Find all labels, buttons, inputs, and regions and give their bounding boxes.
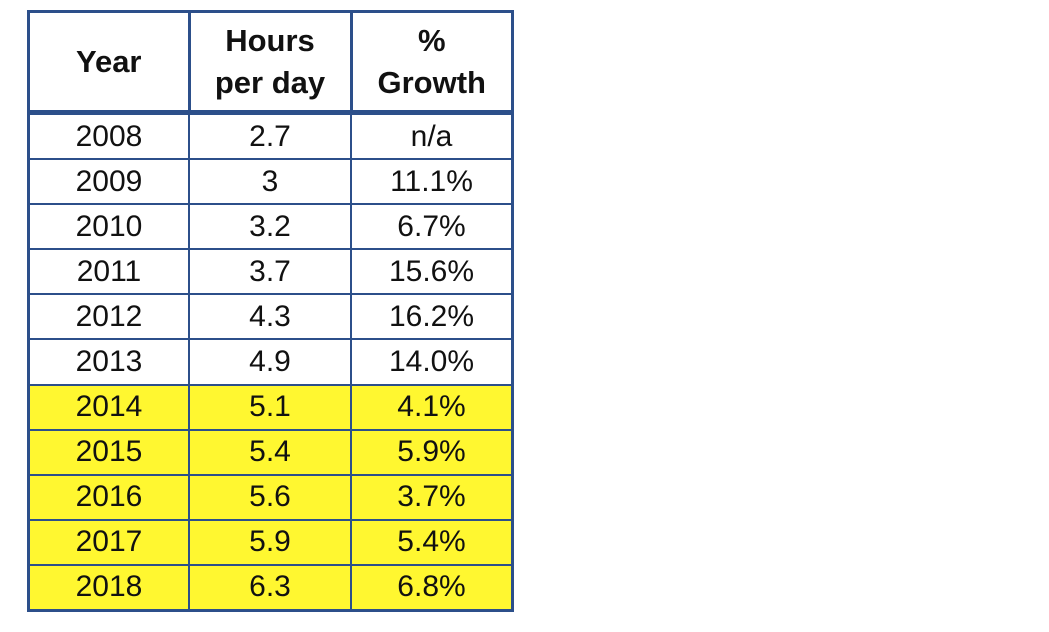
header-year: Year — [30, 13, 189, 115]
growth-cell: 5.4% — [350, 518, 511, 565]
year-cell: 2013 — [30, 338, 189, 385]
table-row: 2013 4.9 14.0% — [30, 338, 511, 385]
header-growth-label-line1: % — [417, 22, 446, 58]
hours-per-day-cell: 5.9 — [188, 518, 351, 565]
table-row: 2009 3 11.1% — [30, 158, 511, 205]
table-row: 2017 5.9 5.4% — [30, 518, 511, 565]
hours-per-day-cell: 3 — [188, 158, 351, 205]
table-row: 2012 4.3 16.2% — [30, 293, 511, 340]
table-row: 2015 5.4 5.9% — [30, 428, 511, 475]
growth-cell: 14.0% — [350, 338, 511, 385]
year-cell: 2010 — [30, 203, 189, 250]
header-hours-per-day: Hours per day — [187, 13, 351, 115]
year-cell: 2016 — [30, 473, 189, 520]
year-cell: 2015 — [30, 428, 189, 475]
table-row: 2010 3.2 6.7% — [30, 203, 511, 250]
header-percent-growth: % Growth — [349, 13, 511, 115]
hours-per-day-cell: 4.3 — [188, 293, 351, 340]
hours-per-day-cell: 4.9 — [188, 338, 351, 385]
hours-per-day-cell: 5.4 — [188, 428, 351, 475]
table-row: 2011 3.7 15.6% — [30, 248, 511, 295]
header-year-label: Year — [75, 43, 142, 79]
hours-per-day-cell: 5.6 — [188, 473, 351, 520]
table-row: 2016 5.6 3.7% — [30, 473, 511, 520]
hours-per-day-cell: 3.2 — [188, 203, 351, 250]
growth-cell: 15.6% — [350, 248, 511, 295]
hours-per-day-cell: 2.7 — [188, 112, 351, 160]
growth-cell: 6.8% — [350, 563, 511, 609]
header-growth-label-line2: Growth — [377, 64, 487, 100]
growth-cell: 3.7% — [350, 473, 511, 520]
year-cell: 2008 — [75, 119, 143, 153]
growth-cell: 5.9% — [350, 428, 511, 475]
growth-cell: 11.1% — [350, 158, 511, 205]
year-cell: 2017 — [30, 518, 189, 565]
hours-per-day-cell: 5.1 — [188, 383, 351, 430]
growth-cell: n/a — [350, 112, 511, 160]
header-row: Year Hours per day % Growth — [30, 13, 511, 115]
growth-cell: 16.2% — [350, 293, 511, 340]
table-row: 2008 2.7 n/a — [30, 112, 511, 160]
year-cell: 2014 — [30, 383, 189, 430]
year-cell: 2012 — [30, 293, 189, 340]
header-hours-label-line1: Hours — [225, 22, 315, 58]
data-table: Year Hours per day % Growth 2008 2.7 n/a 20… — [30, 13, 511, 609]
year-cell: 2018 — [30, 563, 189, 609]
year-cell: 2009 — [30, 158, 189, 205]
hours-per-day-cell: 6.3 — [188, 563, 351, 609]
table-header: Year Hours per day % Growth — [30, 13, 511, 115]
growth-cell: 4.1% — [350, 383, 511, 430]
table-row: 2014 5.1 4.1% — [30, 383, 511, 430]
table-body: 2008 2.7 n/a 2009 3 11.1% 2010 3.2 6.7% 2011 3.7 15… — [30, 112, 511, 609]
growth-cell: 6.7% — [350, 203, 511, 250]
hours-per-day-cell: 3.7 — [188, 248, 351, 295]
data-table-frame: Year Hours per day % Growth 2008 2.7 n/a 20… — [27, 10, 514, 612]
header-hours-label-line2: per day — [214, 64, 326, 100]
table-row: 2018 6.3 6.8% — [30, 563, 511, 609]
year-cell: 2011 — [30, 248, 189, 295]
